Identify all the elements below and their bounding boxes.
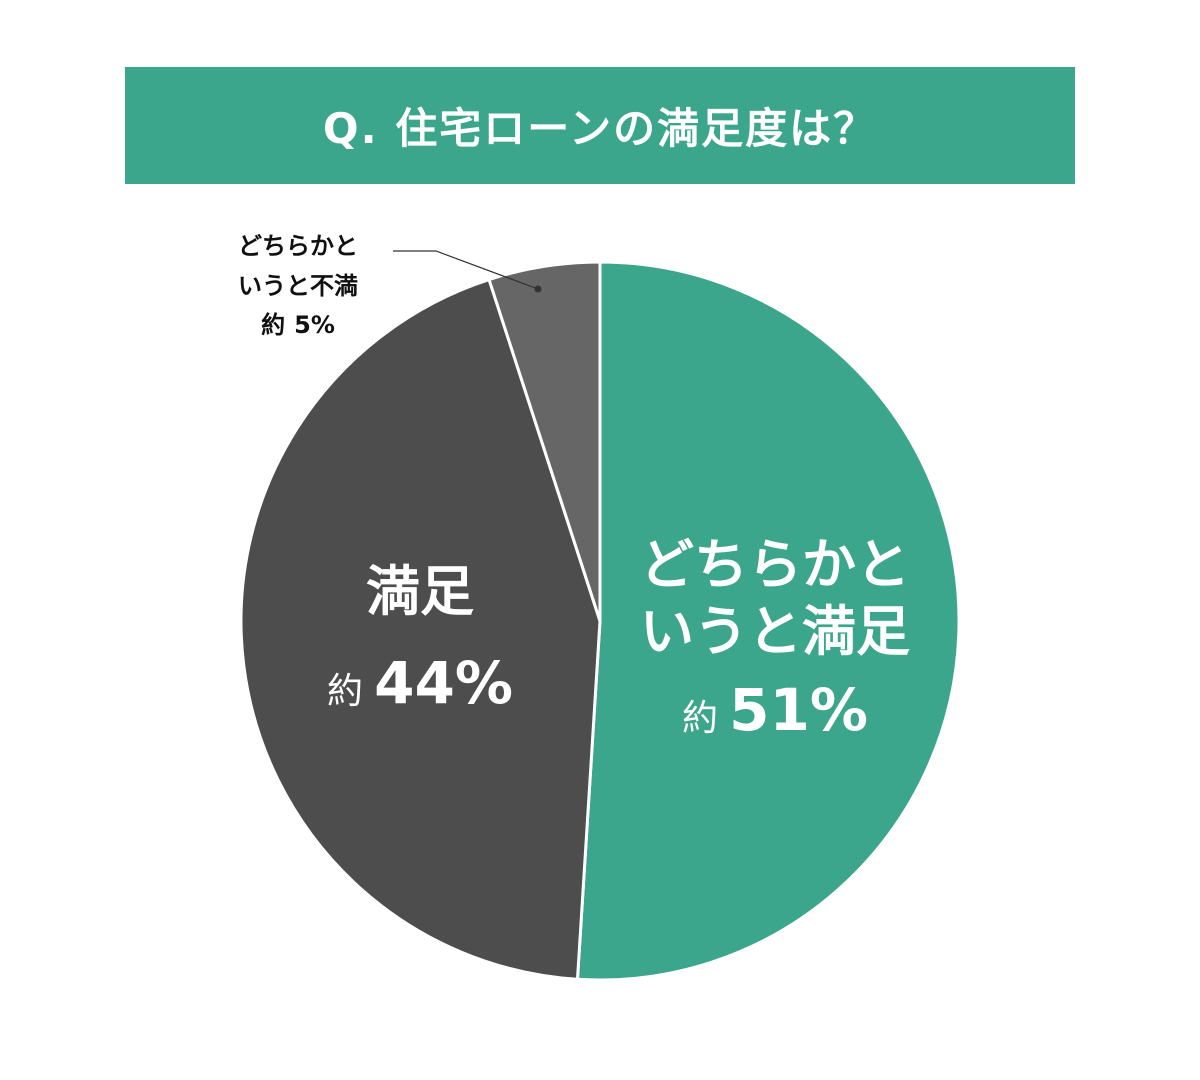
pie-slices — [239, 260, 961, 982]
small-slice-leader — [393, 250, 542, 293]
slice-1-value: 44% — [374, 649, 513, 717]
pie-slice-2 — [487, 260, 602, 623]
slice-2-label-line-1: どちらかと — [238, 232, 358, 260]
slice-0-value-line: 約 51% — [682, 676, 868, 744]
slice-label-1: 満足 約 44% — [327, 560, 513, 717]
slice-2-value-line: 約 5% — [261, 311, 335, 339]
slice-0-value: 51% — [729, 676, 868, 744]
slice-label-2: どちらかと いうと不満 約 5% — [238, 232, 358, 339]
slice-2-value: 5% — [294, 311, 335, 339]
slice-0-label-line-2: いうと満足 — [640, 600, 910, 663]
leader-line — [393, 250, 539, 290]
chart-title: Q. 住宅ローンの満足度は？ — [322, 104, 878, 153]
slice-1-prefix: 約 — [327, 671, 363, 712]
slice-2-prefix: 約 — [261, 311, 285, 339]
leader-dot — [534, 285, 542, 293]
title-banner: Q. 住宅ローンの満足度は？ — [125, 67, 1075, 184]
slice-label-0: どちらかと いうと満足 約 51% — [640, 533, 910, 744]
slice-1-value-line: 約 44% — [327, 649, 513, 717]
slice-2-label-line-2: いうと不満 — [238, 272, 358, 300]
slice-0-prefix: 約 — [682, 698, 718, 739]
pie-slice-0 — [575, 260, 961, 982]
slice-1-label-line-1: 満足 — [366, 560, 474, 623]
slice-0-label-line-1: どちらかと — [640, 533, 910, 596]
pie-slice-1 — [239, 278, 602, 981]
